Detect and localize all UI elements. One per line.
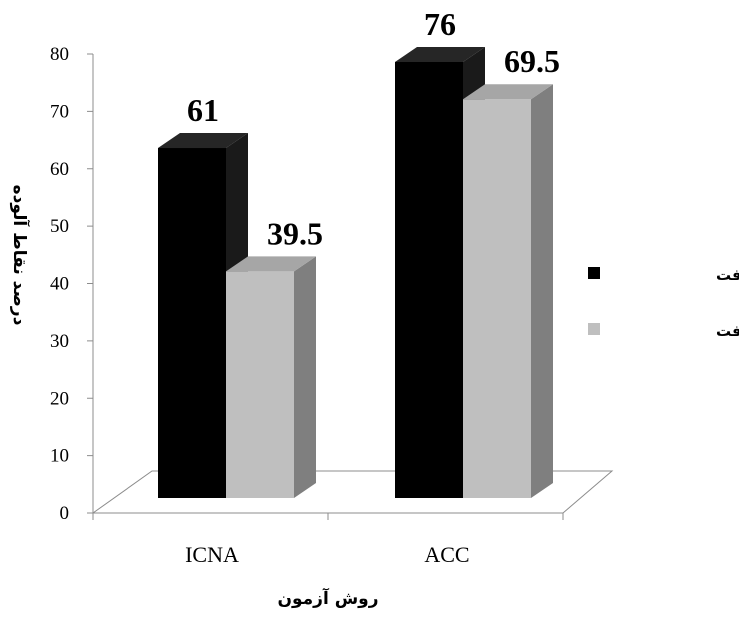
y-tick-label: 80: [50, 44, 69, 65]
y-tick-label: 60: [50, 159, 69, 180]
bar-front: [158, 148, 226, 498]
legend-label-before: پیش از نظافت: [716, 266, 739, 285]
y-tick-label: 30: [50, 331, 69, 352]
bar-front: [226, 271, 294, 498]
data-labels-group: ICNA ACC 61 76 39.5 69.5: [185, 6, 560, 567]
bar: [463, 84, 553, 499]
bar-top: [463, 84, 553, 100]
legend: پیش از نظافت پس از نظافت: [588, 266, 739, 341]
bar-front: [463, 99, 531, 499]
x-axis-title: روش آزمون: [277, 587, 378, 609]
data-label: 39.5: [267, 215, 323, 251]
bar-top: [226, 256, 316, 272]
data-label: 69.5: [504, 43, 560, 79]
bar-side: [531, 84, 553, 499]
y-tick-label: 10: [50, 446, 69, 467]
legend-swatch-after: [588, 323, 600, 335]
data-label: 61: [187, 92, 219, 128]
legend-label-after: پس از نظافت: [716, 322, 739, 341]
bar-top: [395, 46, 485, 62]
axes-group: 0 10 20 30 40 50 60 70 80: [50, 44, 564, 524]
y-tick-label: 0: [60, 503, 70, 524]
bar-side: [294, 256, 316, 498]
y-tick-label: 20: [50, 388, 69, 409]
bar-front: [395, 61, 463, 498]
y-tick-label: 70: [50, 101, 69, 122]
y-tick-label: 50: [50, 216, 69, 237]
bar-top: [158, 133, 248, 149]
bars-group: [158, 46, 553, 499]
bar: [226, 256, 316, 498]
y-tick-label: 40: [50, 274, 69, 295]
y-axis-title: درصد نقاط آلوده: [9, 185, 31, 326]
x-tick-label: ACC: [424, 542, 469, 567]
x-tick-label: ICNA: [185, 542, 239, 567]
legend-swatch-before: [588, 267, 600, 279]
data-label: 76: [424, 6, 456, 42]
